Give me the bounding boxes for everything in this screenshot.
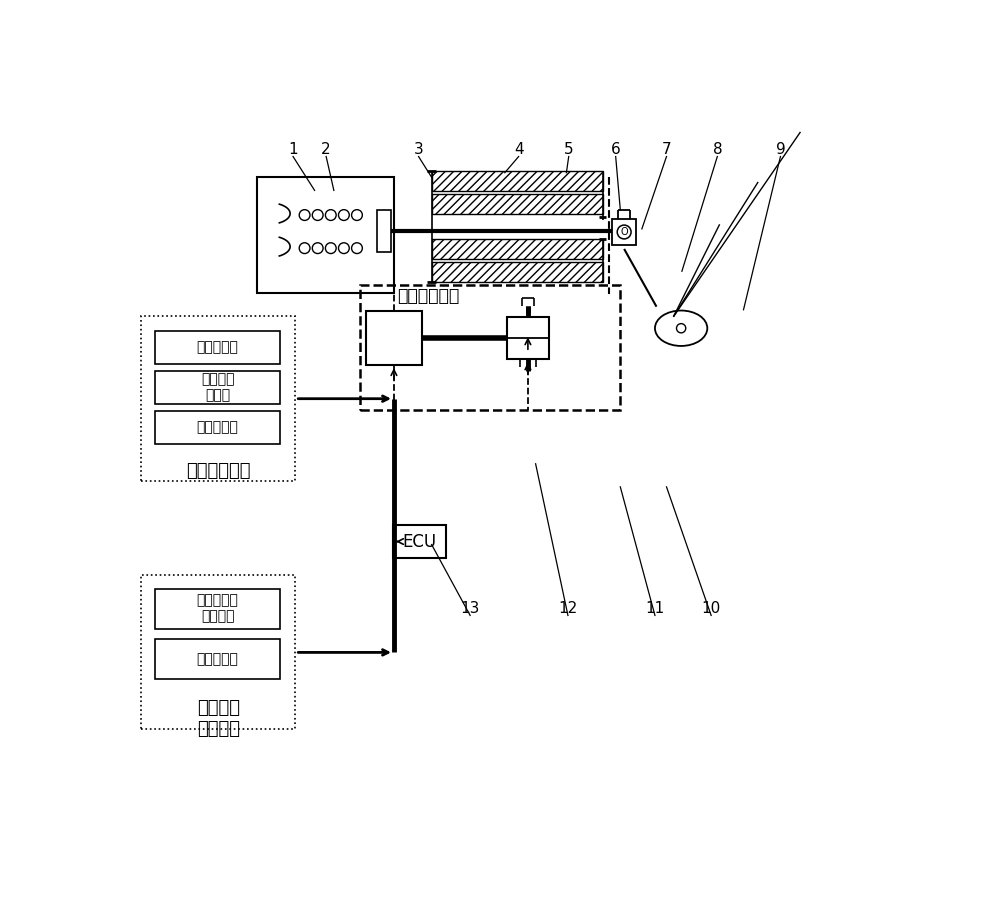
Text: 2: 2 xyxy=(321,142,331,157)
Text: 13: 13 xyxy=(460,601,480,616)
Bar xyxy=(155,412,280,444)
Text: 11: 11 xyxy=(645,601,665,616)
Bar xyxy=(360,285,620,410)
Text: 挡位传感器: 挡位传感器 xyxy=(197,341,239,354)
Text: 油门开度
传感器: 油门开度 传感器 xyxy=(201,373,234,403)
Text: ECU: ECU xyxy=(402,532,436,551)
Text: 1: 1 xyxy=(288,142,298,157)
Text: 制动执行机构: 制动执行机构 xyxy=(397,287,459,305)
Text: 4: 4 xyxy=(514,142,523,157)
Bar xyxy=(141,575,295,729)
Bar xyxy=(257,177,394,293)
Text: 制动蹏板位
移传感器: 制动蹏板位 移传感器 xyxy=(197,593,239,624)
Text: 12: 12 xyxy=(558,601,578,616)
Text: 6: 6 xyxy=(611,142,621,157)
Text: 3: 3 xyxy=(414,142,423,157)
Text: O: O xyxy=(620,227,628,237)
Text: 9: 9 xyxy=(776,142,785,157)
Bar xyxy=(393,525,446,558)
Text: 溩坡检测模块: 溩坡检测模块 xyxy=(186,463,251,480)
Text: 轮速传感器: 轮速传感器 xyxy=(197,653,239,666)
Bar xyxy=(507,317,549,360)
Text: 紧急制动
检测模块: 紧急制动 检测模块 xyxy=(197,699,240,738)
Text: 霍尔传感器: 霍尔传感器 xyxy=(197,421,239,435)
Bar xyxy=(366,311,422,365)
Bar xyxy=(432,171,603,191)
Bar xyxy=(155,639,280,679)
Bar xyxy=(141,316,295,481)
Bar xyxy=(155,372,280,404)
Bar xyxy=(155,589,280,628)
Text: 7: 7 xyxy=(662,142,671,157)
Bar xyxy=(155,331,280,363)
Bar xyxy=(612,219,636,245)
Bar xyxy=(432,239,603,259)
Text: 8: 8 xyxy=(713,142,722,157)
Text: 5: 5 xyxy=(564,142,574,157)
Bar xyxy=(432,262,603,282)
Bar xyxy=(432,194,603,215)
Text: 10: 10 xyxy=(702,601,721,616)
Bar xyxy=(377,210,391,252)
